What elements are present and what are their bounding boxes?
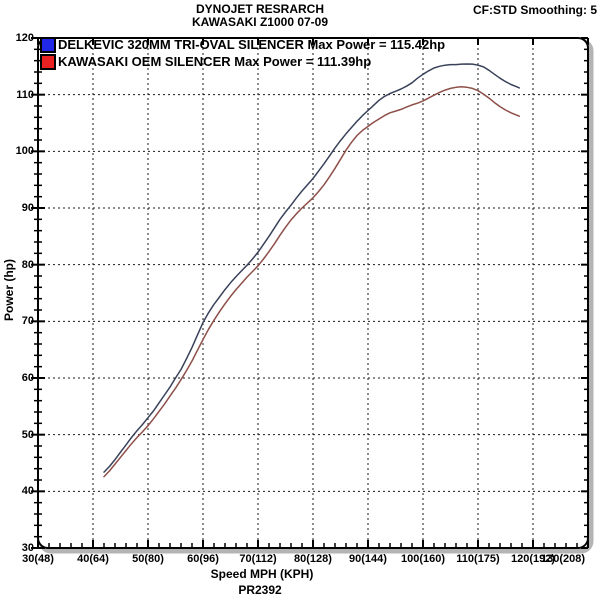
legend-item-delkevic: DELKEVIC 320MM TRI-OVAL SILENCER Max Pow… [40,36,445,53]
legend: DELKEVIC 320MM TRI-OVAL SILENCER Max Pow… [40,36,445,70]
legend-label-oem: KAWASAKI OEM SILENCER Max Power = 111.39… [58,54,372,69]
y-axis-title: Power (hp) [2,259,16,321]
legend-item-oem: KAWASAKI OEM SILENCER Max Power = 111.39… [40,53,445,70]
chart-title: DYNOJET RESRARCH [195,2,324,16]
run-id: PR2392 [238,583,282,597]
x-axis-title: Speed MPH (KPH) [210,567,314,581]
legend-swatch-delkevic [40,36,56,53]
legend-label-delkevic: DELKEVIC 320MM TRI-OVAL SILENCER Max Pow… [58,37,446,52]
chart-header: DYNOJET RESRARCH KAWASAKI Z1000 07-09 [0,3,520,29]
curve-kawasaki-oem-silencer [103,86,521,478]
curve-delkevic-320mm-tri-oval-silencer [103,63,521,473]
legend-swatch-oem [40,53,56,70]
chart-subtitle: KAWASAKI Z1000 07-09 [191,15,329,29]
smoothing-setting: CF:STD Smoothing: 5 [473,3,597,17]
